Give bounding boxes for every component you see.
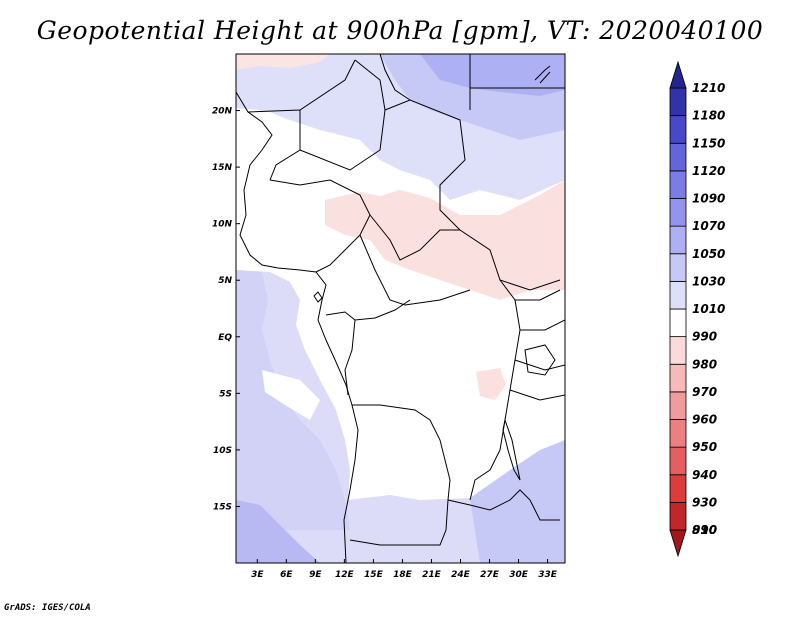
colorbar-label: 970 (692, 385, 717, 399)
x-tick-label: 3E (251, 570, 264, 580)
colorbar-label: 930 (692, 495, 717, 509)
x-tick-label: 18E (393, 570, 413, 580)
colorbar-label: 950 (692, 440, 717, 454)
coastline-borders (236, 54, 565, 563)
x-tick-label: 33E (538, 570, 558, 580)
field-region-southwest-1050 (236, 500, 320, 563)
colorbar-bin (669, 336, 687, 365)
border-niger (299, 59, 386, 171)
field-region-central-980 (325, 180, 565, 300)
border-chad-sudan (384, 99, 561, 291)
colorbar-bin (669, 529, 687, 558)
chart-title: Geopotential Height at 900hPa [gpm], VT:… (36, 16, 764, 45)
y-tick-label: 15N (212, 163, 233, 173)
colorbar-bin (669, 87, 687, 117)
x-tick-label: 6E (280, 570, 293, 580)
colorbar-bin (669, 198, 687, 227)
field-region-northeast-1050 (420, 54, 565, 96)
colorbar-label: 910 (692, 523, 717, 537)
y-tick-label: EQ (218, 333, 232, 343)
x-tick-label: 30E (509, 570, 529, 580)
colorbar-bin (669, 115, 687, 144)
colorbar-label: 1210 (692, 81, 725, 95)
border-cameroon-car (359, 214, 471, 306)
colorbar-label: 1070 (692, 219, 725, 233)
colorbar-bin (669, 391, 687, 420)
colorbar-label: 1090 (692, 192, 725, 206)
x-tick-label: 24E (451, 570, 471, 580)
border-zambia (447, 489, 560, 521)
field-region-ocean-west-darker (236, 270, 350, 530)
colorbar-label: 1120 (692, 164, 725, 178)
colorbar-label: 890 (692, 523, 717, 537)
y-tick-label: 10S (213, 446, 232, 456)
colorbar-bin (669, 363, 687, 393)
colorbar-bin (669, 60, 687, 89)
x-tick-label: 21E (422, 570, 442, 580)
x-tick-label: 15E (364, 570, 384, 580)
lake-tanganyika (502, 418, 521, 481)
colorbar-label: 1180 (692, 109, 725, 123)
colorbar-label: 960 (692, 413, 717, 427)
lake-victoria (524, 344, 556, 376)
colorbar-bin (669, 419, 687, 448)
red-sea (534, 65, 551, 84)
border-drc-east (469, 279, 521, 501)
field-region-south-980 (476, 368, 506, 400)
field-region-nw-980 (236, 54, 330, 70)
y-tick-label: 5S (219, 389, 232, 399)
y-axis: 20N 15N 10N 5N EQ 5S 10S 15S (212, 107, 240, 512)
y-tick-label: 20N (212, 107, 233, 117)
colorbar-label: 1030 (692, 274, 725, 288)
border-east-africa (509, 289, 565, 401)
y-tick-label: 10N (212, 220, 233, 230)
x-axis: 3E 6E 9E 12E 15E 18E 21E 24E 27E 30E 33E (251, 559, 558, 580)
colorbar-bin (669, 474, 687, 503)
x-tick-label: 27E (480, 570, 500, 580)
colorbar-bin (669, 225, 687, 255)
colorbar-label: 980 (692, 357, 717, 371)
height-field (236, 54, 565, 563)
x-tick-label: 9E (309, 570, 322, 580)
field-region-southeast-1030 (470, 440, 565, 563)
colorbar-label: 990 (692, 330, 717, 344)
africa-coastline (236, 54, 359, 563)
grads-credit: GrADS: IGES/COLA (4, 603, 91, 613)
colorbar-label: 1150 (692, 136, 725, 150)
colorbar-bin (669, 142, 687, 172)
border-congo (325, 299, 411, 396)
plot-frame (235, 53, 566, 564)
colorbar-label: 1050 (692, 247, 725, 261)
colorbar-bin (669, 253, 687, 282)
colorbar-label: 940 (692, 468, 717, 482)
colorbar-bin (669, 280, 687, 310)
field-region-north-white (236, 110, 360, 180)
border-west-sahel (247, 59, 356, 181)
colorbar-bin (669, 501, 687, 531)
colorbar-label: 1010 (692, 302, 725, 316)
colorbar-bin (669, 170, 687, 199)
x-tick-label: 12E (335, 570, 355, 580)
colorbar-bin (669, 308, 687, 338)
field-region-white-patch (262, 370, 320, 420)
y-tick-label: 5N (218, 276, 232, 286)
border-angola (349, 404, 451, 546)
y-tick-label: 15S (213, 502, 232, 512)
border-libya-egypt (379, 54, 565, 110)
gulf-islands (313, 291, 323, 303)
colorbar-bin (669, 446, 687, 476)
